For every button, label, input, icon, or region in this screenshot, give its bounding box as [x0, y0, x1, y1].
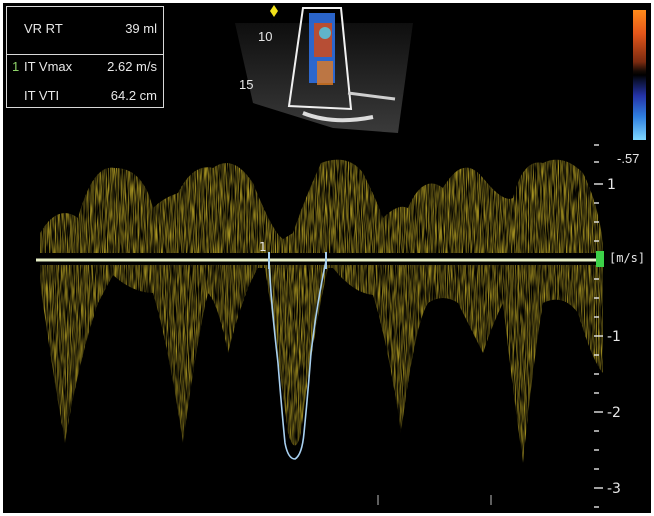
baseline-marker-icon[interactable]	[596, 251, 604, 267]
scale-top-label: -.57	[617, 151, 640, 166]
measurement-row: IT VTI 64.2 cm	[7, 84, 163, 108]
velocity-scale	[594, 144, 603, 508]
trace-marker: 1	[259, 240, 267, 254]
time-ticks	[377, 495, 492, 505]
measurement-value: 64.2 cm	[110, 88, 157, 103]
y-tick-label: -2	[607, 405, 621, 421]
doppler-spectrum	[40, 159, 603, 463]
measurement-number: 1	[12, 59, 20, 74]
measurement-row: VR RT 39 ml	[7, 17, 163, 41]
echo-sector-image	[235, 5, 413, 133]
measurement-label: VR RT	[24, 21, 63, 36]
measurement-value: 2.62 m/s	[107, 59, 157, 74]
depth-label: 15	[239, 77, 254, 92]
color-scale-bar	[633, 10, 646, 140]
y-tick-label: -3	[607, 481, 621, 497]
measurement-row: 1 IT Vmax 2.62 m/s	[7, 54, 163, 79]
probe-marker-icon	[270, 5, 278, 17]
measurement-label: IT Vmax	[24, 59, 73, 74]
measurement-panel: VR RT 39 ml 1 IT Vmax 2.62 m/s IT VTI 64…	[6, 6, 164, 108]
measurement-label: IT VTI	[24, 88, 60, 103]
ultrasound-viewport: VR RT 39 ml 1 IT Vmax 2.62 m/s IT VTI 64…	[3, 3, 651, 513]
y-tick-label: -1	[607, 329, 621, 345]
depth-label: 10	[258, 29, 273, 44]
doppler-display: 1 1 -1 -2 -3	[36, 5, 621, 508]
vti-trace[interactable]: 1	[259, 240, 327, 460]
y-tick-label: 1	[607, 177, 616, 193]
measurement-value: 39 ml	[125, 21, 157, 36]
velocity-unit-label: [m/s]	[609, 251, 646, 265]
